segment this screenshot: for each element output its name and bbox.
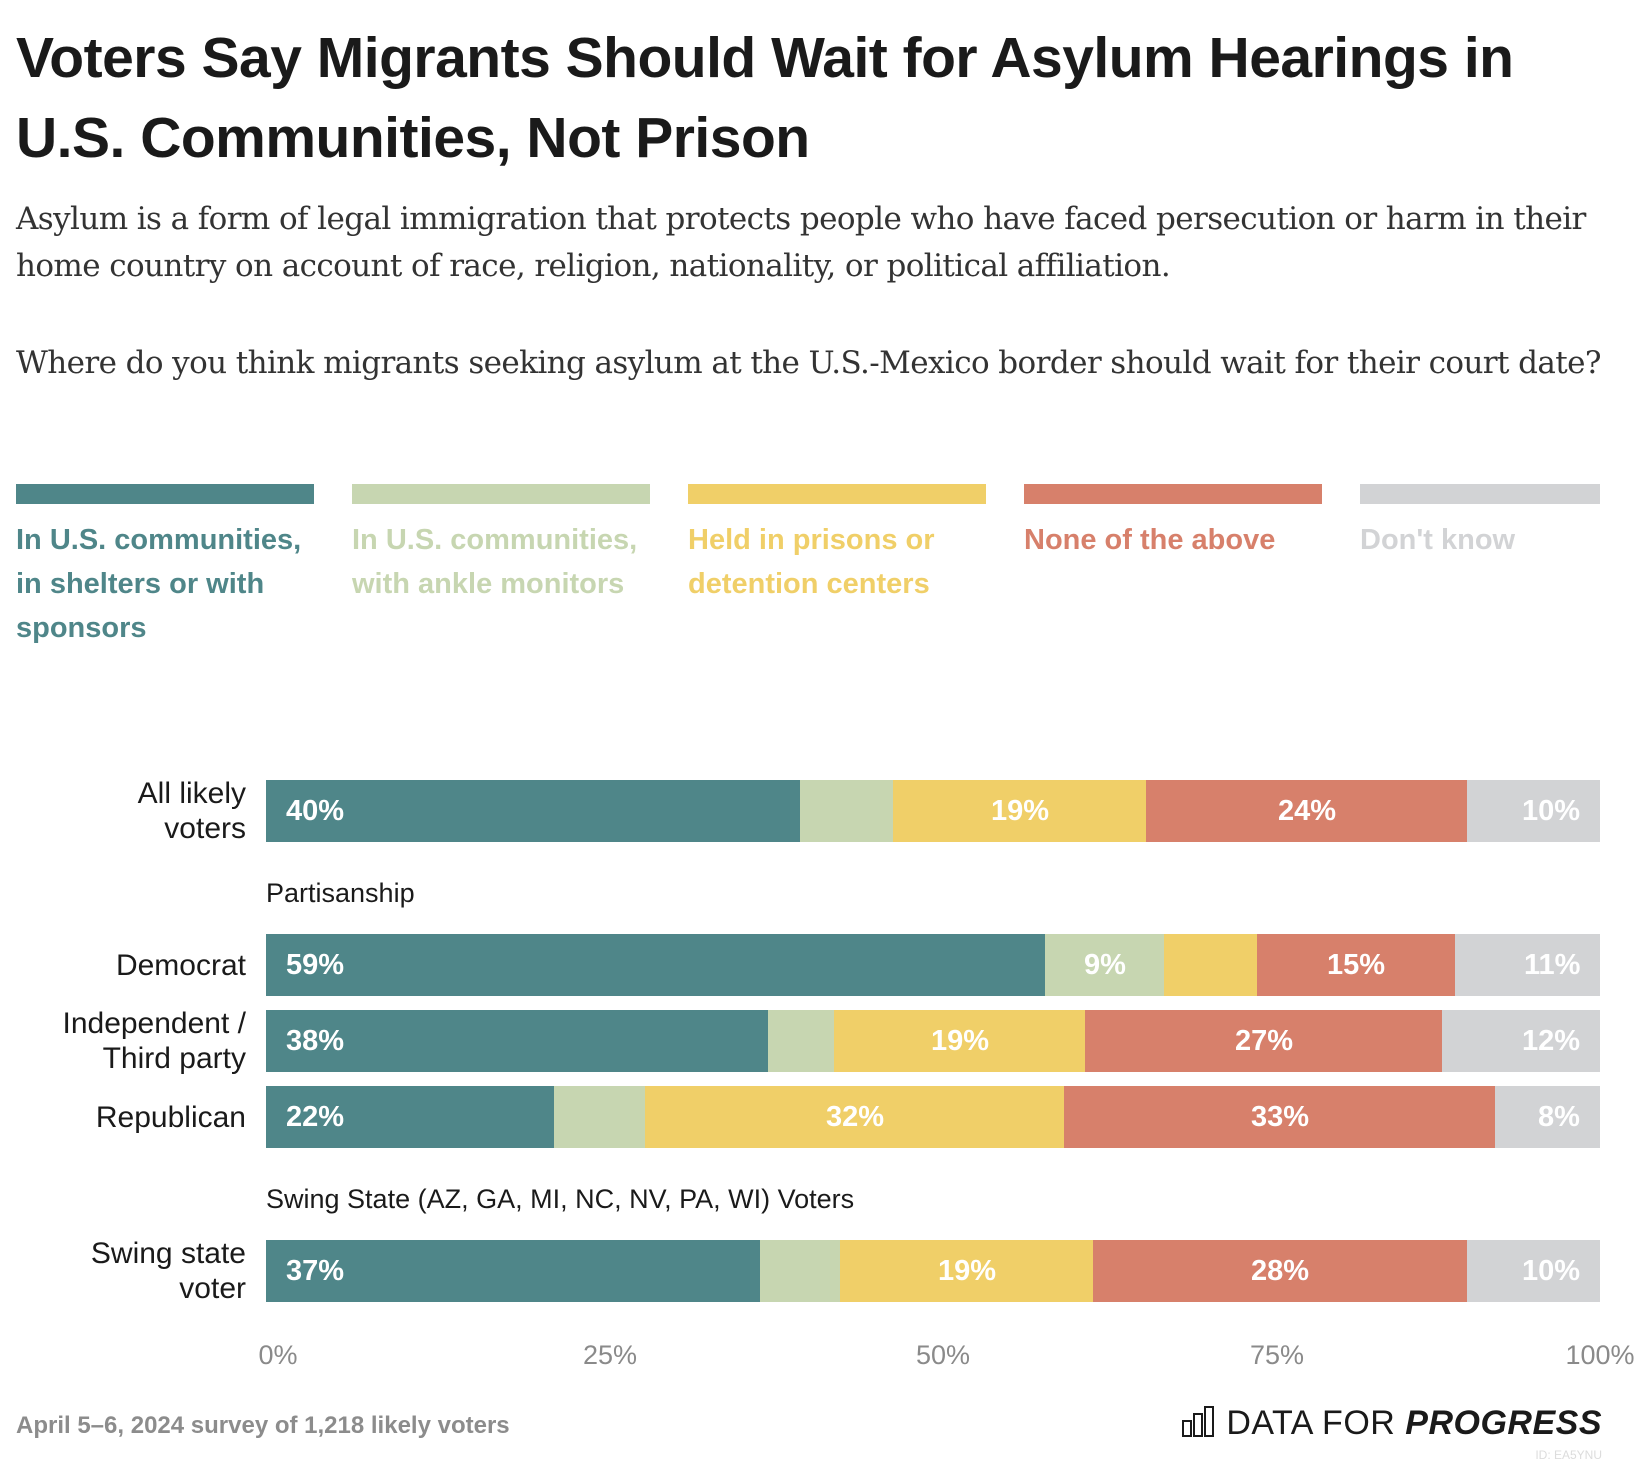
x-tick-75: 75%	[1249, 1340, 1305, 1370]
bar-republican: 22% 32% 33% 8%	[266, 1086, 1600, 1148]
data-label-dont_know: 10%	[1522, 795, 1581, 827]
bar-segment-communities_monitors	[768, 1010, 834, 1072]
data-label-none: 28%	[1251, 1255, 1310, 1287]
bar-independent: 38% 19% 27% 12%	[266, 1010, 1600, 1072]
row-label-all-likely-voters: All likely voters	[138, 776, 246, 846]
data-label-communities_shelters: 40%	[286, 795, 345, 827]
legend-item-communities-shelters: In U.S. communities, in shelters or with…	[16, 484, 314, 650]
survey-footnote: April 5–6, 2024 survey of 1,218 likely v…	[16, 1412, 510, 1439]
bar-all-likely-voters: 40% 19% 24% 10%	[266, 780, 1600, 842]
bar-segment-none	[1064, 1086, 1495, 1148]
bar-segment-none	[1085, 1010, 1442, 1072]
data-label-communities_monitors: 9%	[1084, 949, 1126, 981]
data-label-none: 15%	[1327, 949, 1386, 981]
bar-democrat: 59% 9% 15% 11%	[266, 934, 1600, 996]
bar-segment-communities_shelters	[266, 934, 1045, 996]
section-label-swing-state: Swing State (AZ, GA, MI, NC, NV, PA, WI)…	[266, 1184, 855, 1214]
section-label-partisanship: Partisanship	[266, 878, 415, 908]
x-tick-50: 50%	[915, 1340, 971, 1370]
legend-label: In U.S. communities, in shelters or with…	[16, 524, 302, 644]
data-label-dont_know: 12%	[1522, 1025, 1581, 1057]
bar-segment-communities_monitors	[800, 780, 893, 842]
bar-segment-dont_know	[1442, 1010, 1600, 1072]
data-label-none: 33%	[1251, 1101, 1310, 1133]
row-label-line: voters	[164, 812, 246, 845]
row-label-line: Republican	[95, 1101, 246, 1134]
row-label-democrat: Democrat	[116, 948, 246, 983]
bar-segment-dont_know	[1455, 934, 1600, 996]
legend-swatch	[1360, 484, 1600, 504]
bar-segment-prisons	[834, 1010, 1085, 1072]
data-label-none: 24%	[1278, 795, 1337, 827]
legend-swatch	[688, 484, 986, 504]
bar-segment-none	[1146, 780, 1467, 842]
row-label-line: voter	[179, 1272, 246, 1305]
legend-label: None of the above	[1024, 524, 1276, 556]
x-tick-25: 25%	[582, 1340, 638, 1370]
data-label-prisons: 19%	[991, 795, 1050, 827]
data-label-communities_shelters: 37%	[286, 1255, 345, 1287]
legend-label: Held in prisons or detention centers	[688, 524, 935, 600]
logo-text-bold: PROGRESS	[1405, 1404, 1602, 1442]
chart-description: Asylum is a form of legal immigration th…	[16, 201, 1586, 284]
bar-segment-prisons	[645, 1086, 1064, 1148]
bar-segment-communities_shelters	[266, 1010, 768, 1072]
bar-segment-prisons	[1164, 934, 1257, 996]
bar-segment-none	[1257, 934, 1455, 996]
logo-text: DATA FOR PROGRESS	[1226, 1404, 1602, 1443]
chart-title: Voters Say Migrants Should Wait for Asyl…	[16, 26, 1514, 170]
legend-label: In U.S. communities, with ankle monitors	[352, 524, 638, 600]
bar-segment-dont_know	[1467, 1240, 1600, 1302]
legend-swatch	[16, 484, 314, 504]
row-label-line: Third party	[102, 1042, 246, 1075]
bar-chart-icon	[1182, 1405, 1216, 1442]
bar-swing-state-voter: 37% 19% 28% 10%	[266, 1240, 1600, 1302]
legend-item-communities-monitors: In U.S. communities, with ankle monitors	[352, 484, 650, 606]
legend-label: Don't know	[1360, 524, 1516, 556]
data-label-communities_shelters: 22%	[286, 1101, 345, 1133]
bar-segment-dont_know	[1495, 1086, 1600, 1148]
bar-segment-communities_monitors	[1045, 934, 1164, 996]
bar-segment-communities_monitors	[760, 1240, 840, 1302]
bar-segment-communities_shelters	[266, 1086, 554, 1148]
bar-segment-none	[1093, 1240, 1467, 1302]
row-label-independent: Independent / Third party	[62, 1006, 246, 1076]
data-label-prisons: 32%	[826, 1101, 885, 1133]
row-label-line: Swing state	[90, 1237, 246, 1270]
data-label-prisons: 19%	[931, 1025, 990, 1057]
row-label-swing-state-voter: Swing state voter	[91, 1236, 246, 1306]
bar-segment-communities_shelters	[266, 780, 800, 842]
row-label-republican: Republican	[96, 1100, 246, 1135]
data-for-progress-logo: DATA FOR PROGRESS	[1182, 1404, 1602, 1443]
data-label-dont_know: 10%	[1522, 1255, 1581, 1287]
data-label-communities_shelters: 38%	[286, 1025, 345, 1057]
legend-item-none: None of the above	[1024, 484, 1322, 562]
legend-item-prisons: Held in prisons or detention centers	[688, 484, 986, 606]
survey-question: Where do you think migrants seeking asyl…	[16, 345, 1601, 381]
data-label-none: 27%	[1235, 1025, 1294, 1057]
row-label-line: All likely	[137, 777, 246, 810]
legend-item-dont-know: Don't know	[1360, 484, 1600, 562]
row-label-line: Independent /	[62, 1007, 246, 1040]
data-label-prisons: 19%	[938, 1255, 997, 1287]
data-label-dont_know: 8%	[1538, 1101, 1580, 1133]
x-tick-0: 0%	[258, 1340, 298, 1370]
bar-segment-communities_monitors	[554, 1086, 645, 1148]
data-label-communities_shelters: 59%	[286, 949, 345, 981]
bar-segment-dont_know	[1467, 780, 1600, 842]
logo-text-light: DATA FOR	[1226, 1404, 1396, 1442]
row-label-line: Democrat	[115, 949, 246, 982]
bar-segment-prisons	[893, 780, 1146, 842]
data-label-dont_know: 11%	[1524, 949, 1581, 981]
legend-swatch	[352, 484, 650, 504]
bar-segment-communities_shelters	[266, 1240, 760, 1302]
x-tick-100: 100%	[1565, 1340, 1635, 1370]
bar-segment-prisons	[840, 1240, 1093, 1302]
legend-swatch	[1024, 484, 1322, 504]
chart-id: ID: EA5YNU	[1535, 1448, 1602, 1462]
